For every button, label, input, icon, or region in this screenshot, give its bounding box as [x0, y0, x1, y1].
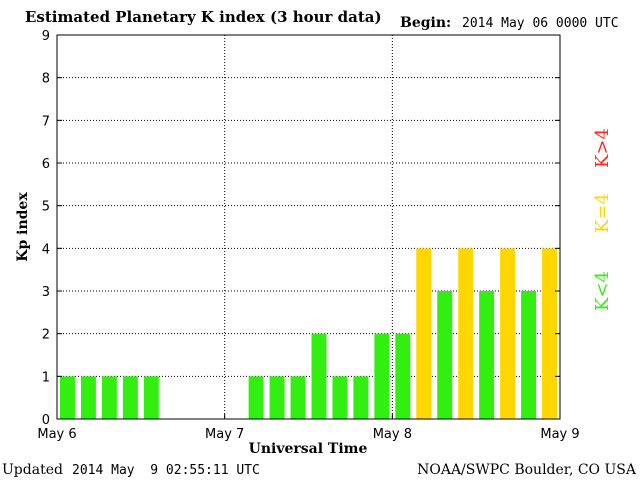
chart-title: Estimated Planetary K index (3 hour data… — [25, 8, 382, 26]
legend-high: K>4 — [592, 128, 613, 168]
x-axis-label: Universal Time — [249, 441, 368, 457]
legend-low: K<4 — [592, 271, 613, 311]
kp-bar — [60, 376, 75, 419]
x-tick-label: May 7 — [205, 427, 244, 442]
begin-label: Begin: — [400, 15, 451, 31]
kp-bar — [101, 376, 117, 419]
kp-bar — [542, 248, 557, 419]
x-tick-label: May 8 — [373, 427, 412, 442]
kp-bar — [143, 376, 159, 419]
kp-bar — [290, 376, 306, 419]
y-tick-label: 0 — [42, 413, 50, 428]
kp-bar — [353, 376, 369, 419]
kp-bar — [500, 248, 516, 419]
bar-series — [60, 248, 557, 419]
x-tick-label: May 9 — [540, 427, 579, 442]
source-credit: NOAA/SWPC Boulder, CO USA — [417, 462, 637, 478]
kp-bar — [269, 376, 285, 419]
kp-bar — [416, 248, 432, 419]
y-axis-label: Kp index — [15, 192, 31, 262]
kp-bar — [311, 333, 327, 419]
begin-value: 2014 May 06 0000 UTC — [462, 16, 619, 31]
x-axis-ticks: May 6 May 7 May 8 May 9 — [37, 414, 580, 442]
y-tick-label: 5 — [42, 200, 50, 215]
x-tick-label: May 6 — [37, 427, 76, 442]
y-tick-label: 7 — [42, 114, 50, 129]
y-tick-label: 6 — [42, 157, 50, 172]
updated-value: 2014 May 9 02:55:11 UTC — [72, 463, 260, 478]
kp-bar — [122, 376, 138, 419]
y-tick-label: 3 — [42, 285, 50, 300]
y-axis-ticks: 0 1 2 3 4 5 6 7 8 9 — [42, 29, 560, 428]
kp-bar — [458, 248, 474, 419]
plot-frame — [56, 34, 561, 420]
y-tick-label: 9 — [42, 29, 50, 44]
kp-bar — [479, 291, 495, 419]
kp-bar — [332, 376, 348, 419]
y-tick-label: 1 — [42, 370, 50, 385]
legend-mid: K=4 — [592, 193, 613, 233]
kp-bar — [374, 333, 390, 419]
kp-bar — [80, 376, 96, 419]
kp-bar — [437, 291, 453, 419]
updated-label: Updated — [2, 462, 63, 478]
kp-bar — [248, 376, 264, 419]
y-tick-label: 4 — [42, 242, 50, 257]
y-tick-label: 2 — [42, 328, 50, 343]
y-tick-label: 8 — [42, 72, 50, 87]
kp-bar — [395, 333, 411, 419]
kp-bar — [521, 291, 537, 419]
grid-lines — [57, 35, 560, 419]
